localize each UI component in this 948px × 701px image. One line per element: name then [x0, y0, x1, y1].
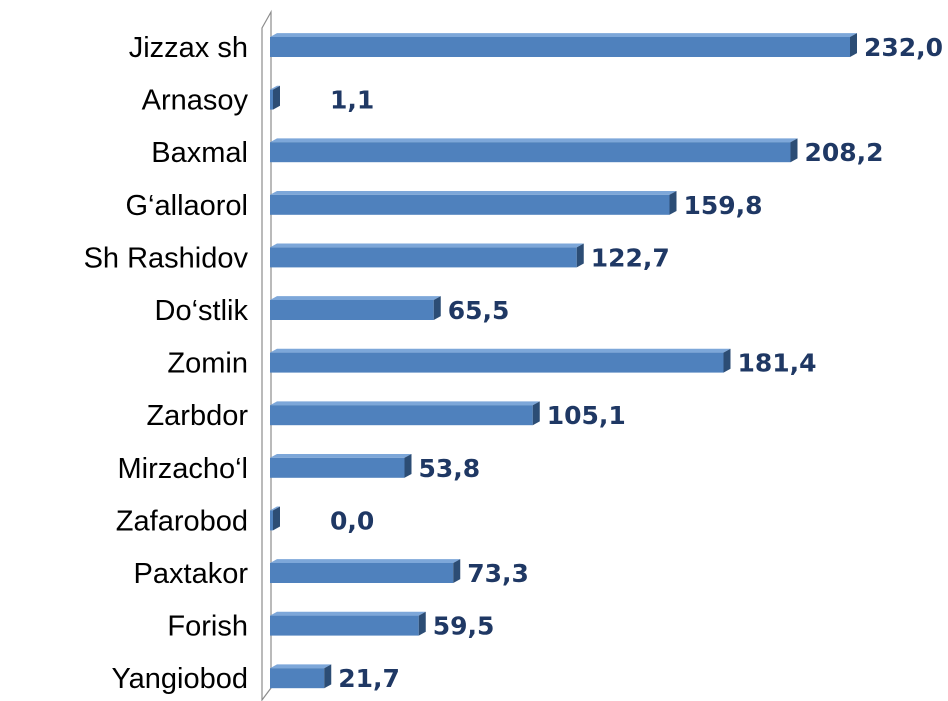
- value-label: 232,0: [864, 33, 943, 62]
- bar: [270, 296, 441, 320]
- bar: [270, 85, 280, 110]
- category-label: Forish: [167, 611, 248, 643]
- value-label: 73,3: [467, 559, 529, 588]
- bar-side: [850, 33, 857, 57]
- axis-wall: [261, 9, 272, 701]
- category-label: Zafarobod: [116, 505, 248, 537]
- bar-front: [270, 247, 577, 268]
- bar-side: [576, 243, 584, 268]
- category-label: Zarbdor: [146, 400, 248, 432]
- bar-front: [270, 142, 791, 163]
- category-label: Jizzax sh: [129, 32, 248, 64]
- category-label: Yangiobod: [111, 663, 248, 695]
- category-label: Do‘stlik: [155, 295, 249, 327]
- category-label: Sh Rashidov: [84, 242, 249, 274]
- bars: [270, 33, 857, 689]
- bar-side: [669, 190, 677, 215]
- category-label: Arnasoy: [142, 85, 249, 117]
- bar-top: [270, 348, 731, 353]
- bar-front: [270, 615, 419, 636]
- bar-top: [270, 33, 857, 37]
- bar-front: [270, 510, 273, 531]
- bar: [270, 348, 731, 373]
- bar-front: [270, 300, 434, 320]
- bar-top: [270, 296, 441, 300]
- bar-side: [453, 559, 461, 583]
- bar-front: [270, 668, 325, 689]
- bar-top: [270, 243, 584, 248]
- bar: [270, 506, 280, 531]
- bar: [270, 453, 412, 478]
- bar-top: [270, 506, 280, 511]
- bar: [270, 559, 461, 583]
- value-label: 21,7: [338, 664, 400, 693]
- value-label: 65,5: [448, 296, 510, 325]
- value-label: 181,4: [738, 349, 817, 378]
- value-labels: 232,0 1,1 208,2 159,8 122,7 65,5 181,4 105,1 53,…: [330, 33, 943, 693]
- bar-side: [532, 401, 540, 426]
- bar-side: [324, 664, 332, 689]
- bar-side: [404, 453, 412, 478]
- bar-front: [270, 563, 454, 583]
- bar-front: [270, 352, 724, 373]
- bar-top: [270, 85, 280, 90]
- bar-top: [270, 190, 677, 195]
- category-label: Baxmal: [151, 137, 248, 169]
- bar: [270, 33, 857, 57]
- value-label: 1,1: [330, 86, 374, 115]
- bar-side: [723, 348, 731, 373]
- bar-side: [418, 611, 426, 636]
- bar-side: [273, 85, 280, 110]
- bar: [270, 664, 332, 689]
- bar-side: [790, 138, 798, 163]
- bar-top: [270, 401, 540, 406]
- bar: [270, 190, 677, 215]
- bar-side: [433, 296, 441, 320]
- bar: [270, 138, 798, 163]
- bar-top: [270, 559, 461, 563]
- category-label: G‘allaorol: [126, 190, 249, 222]
- axis: [261, 9, 272, 701]
- bar: [270, 243, 584, 268]
- bar-top: [270, 453, 412, 458]
- bar-front: [270, 194, 670, 215]
- value-label: 53,8: [419, 454, 481, 483]
- bar-side: [273, 506, 280, 531]
- bar-front: [270, 89, 273, 110]
- value-label: 159,8: [684, 191, 763, 220]
- bar: [270, 401, 540, 426]
- value-label: 122,7: [591, 243, 670, 272]
- category-label: Zomin: [167, 348, 248, 380]
- value-label: 105,1: [547, 401, 626, 430]
- bar-top: [270, 138, 798, 143]
- value-label: 0,0: [330, 506, 374, 535]
- bar-front: [270, 37, 850, 57]
- category-label: Mirzacho‘l: [117, 453, 248, 485]
- bar-top: [270, 664, 332, 669]
- value-label: 59,5: [433, 612, 495, 641]
- bar-top: [270, 611, 426, 616]
- bar-front: [270, 405, 533, 426]
- category-label: Paxtakor: [134, 558, 249, 590]
- bar: [270, 611, 426, 636]
- value-label: 208,2: [805, 138, 884, 167]
- bar-front: [270, 457, 405, 478]
- category-labels: Jizzax sh Arnasoy Baxmal G‘allaorol Sh Rashi…: [84, 32, 249, 695]
